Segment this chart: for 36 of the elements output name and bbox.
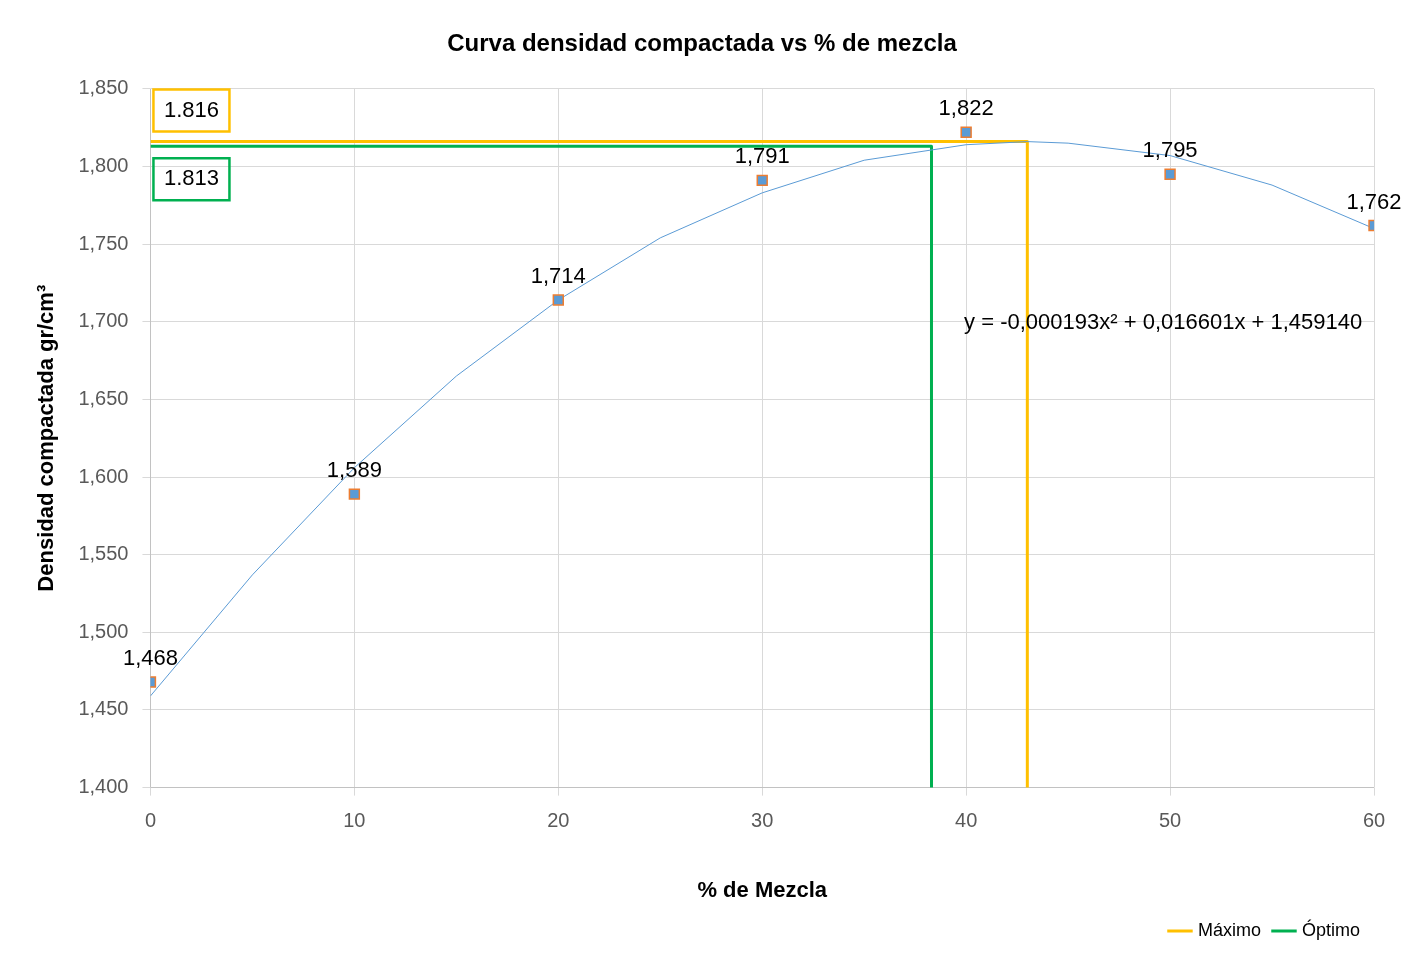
point [1164,168,1176,180]
data-label: 1,795 [1142,137,1198,163]
x-tick-label: 30 [751,809,774,832]
y-tick-label: 1,700 [78,309,129,332]
y-tick-label: 1,800 [78,153,129,176]
legend-label: Máximo [1197,919,1261,940]
y-tick-label: 1,550 [78,542,129,565]
data-label: 1,589 [326,457,382,483]
x-tick-label: 20 [547,809,570,832]
point [552,294,564,306]
y-tick-label: 1,650 [78,386,129,409]
y-tick-label: 1,850 [78,76,129,99]
x-tick-label: 50 [1158,809,1182,832]
annotation: 1.816 [163,96,219,122]
data-label: 1,714 [530,263,586,289]
x-tick-label: 60 [1362,809,1386,832]
point [348,488,361,500]
chart-title: Curva densidad compactada vs % de mezcla [447,29,958,57]
data-label: 1,762 [1346,188,1402,214]
point [756,174,768,187]
x-axis-title: % de Mezcla [697,876,828,902]
y-tick-label: 1,400 [78,775,129,798]
y-tick-label: 1,450 [78,697,129,720]
x-tick-label: 10 [343,809,366,832]
legend-label: Óptimo [1301,918,1361,940]
data-label: 1,468 [122,645,178,671]
x-tick-label: 0 [144,809,157,832]
y-axis-title: Densidad compactada gr/cm³ [33,284,59,592]
annotation: 1.813 [163,165,219,191]
y-tick-label: 1,500 [78,619,129,642]
y-tick-label: 1,750 [78,231,129,254]
x-tick-label: 40 [955,809,978,832]
data-label: 1,822 [938,95,994,121]
y-tick-label: 1,600 [78,464,129,487]
point [960,126,972,138]
data-label: 1,791 [734,143,790,169]
